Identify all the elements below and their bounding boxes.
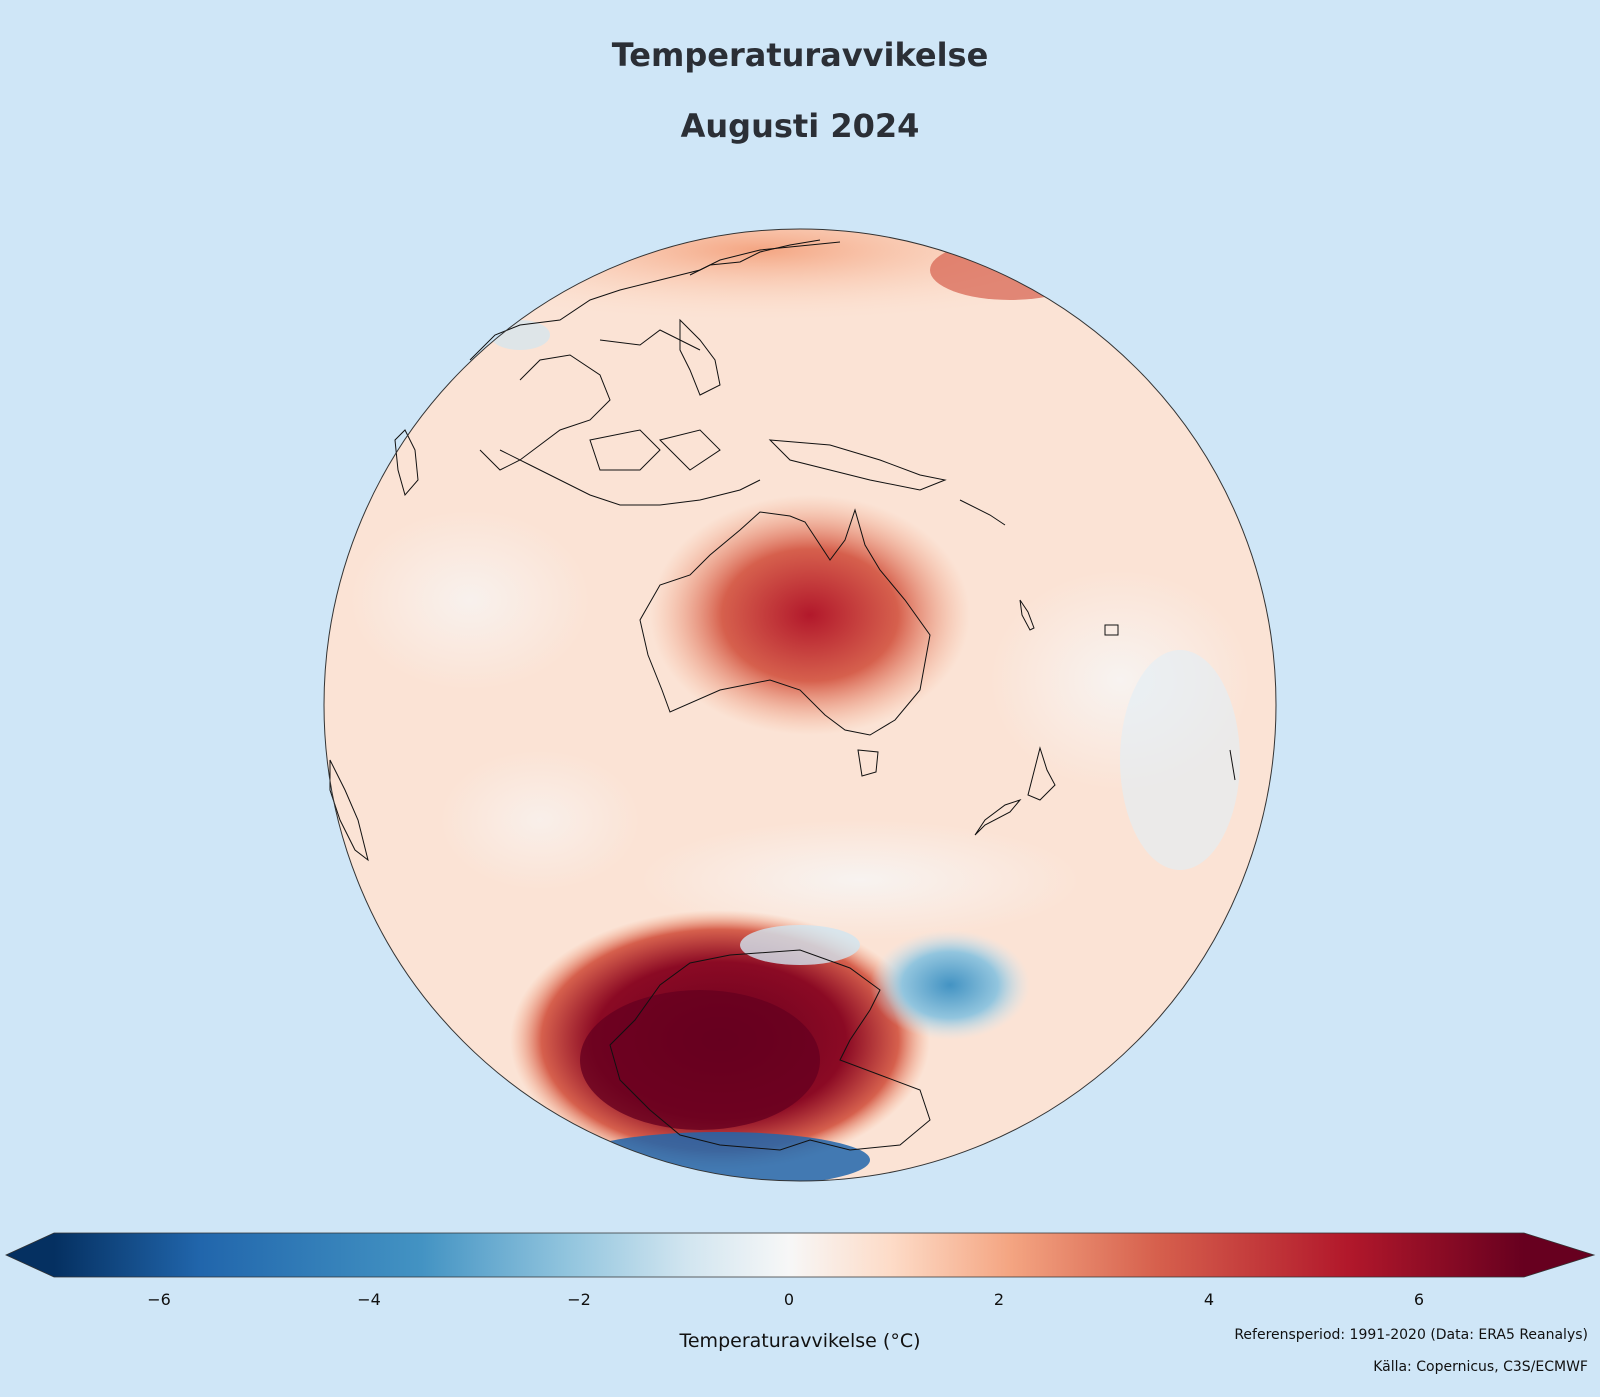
coastlines — [329, 239, 1236, 1151]
new-zealand-outline — [974, 746, 1056, 836]
colorbar-extend-min — [6, 1233, 54, 1277]
colorbar-tick-label: 0 — [783, 1290, 795, 1309]
map-subtitle: Augusti 2024 — [680, 107, 920, 145]
colorbar-tick-label: 6 — [1413, 1290, 1425, 1309]
colorbar-tick-label: −4 — [357, 1290, 381, 1309]
colorbar — [5, 1232, 1596, 1278]
anomaly-field — [324, 229, 1276, 1181]
colorbar-gradient — [54, 1233, 1524, 1277]
tasmania-outline — [857, 749, 879, 777]
india-outline — [394, 429, 419, 497]
asia-coastline — [469, 241, 841, 471]
colorbar-label: Temperaturavvikelse (°C) — [679, 1330, 921, 1352]
colorbar-tick-label: 4 — [1203, 1290, 1215, 1309]
japan-outline — [689, 239, 821, 276]
indonesia-coastline — [499, 429, 947, 506]
philippines-outline — [679, 318, 721, 396]
colorbar-tick-label: −6 — [147, 1290, 171, 1309]
colorbar-tick-label: −2 — [567, 1290, 591, 1309]
map-title: Temperaturavvikelse — [611, 36, 989, 74]
globe-boundary — [323, 228, 1277, 1182]
madagascar-outline — [329, 759, 369, 862]
colorbar-tick-label: 2 — [993, 1290, 1005, 1309]
australia-outline — [639, 508, 931, 736]
pacific-islands — [959, 499, 1236, 781]
colorbar-extend-max — [1524, 1233, 1594, 1277]
reference-note: Referensperiod: 1991-2020 (Data: ERA5 Re… — [1234, 1327, 1588, 1343]
source-note: Källa: Copernicus, C3S/ECMWF — [1373, 1359, 1588, 1375]
antarctica-outline — [609, 949, 931, 1151]
